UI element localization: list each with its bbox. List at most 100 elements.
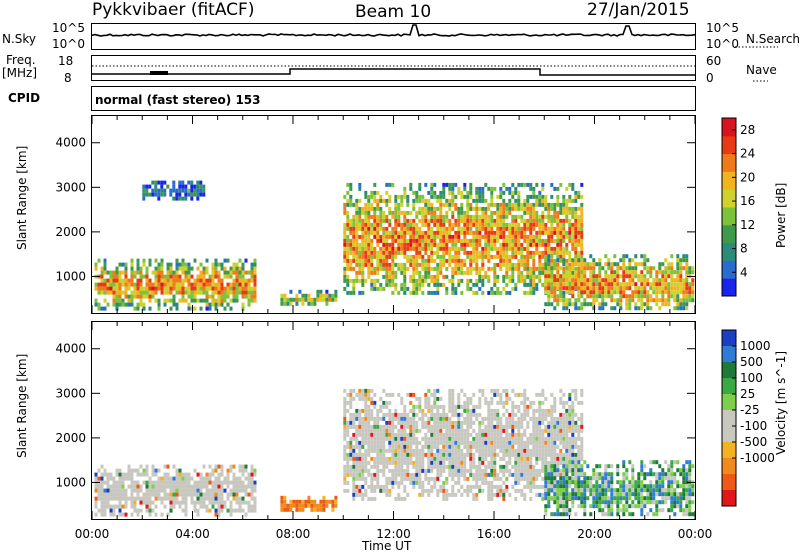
velocity-cell bbox=[550, 440, 554, 445]
power-cell bbox=[499, 218, 503, 223]
velocity-cell bbox=[94, 484, 98, 489]
power-cell bbox=[115, 298, 119, 303]
power-cell bbox=[493, 222, 497, 227]
power-cell bbox=[364, 262, 368, 267]
power-cell bbox=[193, 306, 197, 311]
velocity-cell bbox=[358, 396, 362, 401]
velocity-cell bbox=[469, 464, 473, 469]
power-cell bbox=[379, 238, 383, 243]
velocity-cell bbox=[514, 404, 518, 409]
power-cell bbox=[379, 214, 383, 219]
velocity-cell bbox=[349, 412, 353, 417]
power-cell bbox=[424, 218, 428, 223]
velocity-cell bbox=[547, 472, 551, 477]
power-cell bbox=[469, 186, 473, 191]
velocity-cell bbox=[394, 424, 398, 429]
velocity-cell bbox=[244, 512, 248, 517]
power-cell bbox=[448, 202, 452, 207]
velocity-cell bbox=[490, 464, 494, 469]
velocity-cell bbox=[538, 456, 542, 461]
power-cell bbox=[625, 298, 629, 303]
velocity-cell bbox=[478, 456, 482, 461]
velocity-cell bbox=[322, 503, 326, 508]
power-cell bbox=[313, 301, 317, 306]
power-cell bbox=[502, 286, 506, 291]
power-cell bbox=[142, 302, 146, 307]
velocity-cell bbox=[370, 456, 374, 461]
velocity-cell bbox=[238, 488, 242, 493]
power-cell bbox=[580, 266, 584, 271]
power-cell bbox=[193, 286, 197, 291]
power-cell bbox=[577, 298, 581, 303]
velocity-cell bbox=[208, 500, 212, 505]
power-cell bbox=[382, 238, 386, 243]
power-cell bbox=[157, 306, 161, 311]
power-cell bbox=[349, 250, 353, 255]
power-cell bbox=[490, 230, 494, 235]
power-cell bbox=[475, 226, 479, 231]
velocity-cell bbox=[577, 476, 581, 481]
power-cell bbox=[370, 258, 374, 263]
velocity-cell bbox=[397, 428, 401, 433]
velocity-cell bbox=[196, 508, 200, 513]
power-cell bbox=[457, 218, 461, 223]
power-cell bbox=[559, 266, 563, 271]
velocity-cell bbox=[376, 424, 380, 429]
power-cell bbox=[112, 274, 116, 279]
velocity-cell bbox=[577, 424, 581, 429]
velocity-cell bbox=[547, 500, 551, 505]
power-cell bbox=[685, 294, 689, 299]
velocity-cell bbox=[193, 480, 197, 485]
power-cell bbox=[190, 290, 194, 295]
velocity-cell bbox=[157, 488, 161, 493]
velocity-cell bbox=[397, 392, 401, 397]
velocity-cell bbox=[439, 464, 443, 469]
velocity-cell bbox=[550, 452, 554, 457]
power-cell bbox=[562, 238, 566, 243]
power-cell bbox=[178, 298, 182, 303]
power-cell bbox=[115, 306, 119, 311]
velocity-cell bbox=[412, 460, 416, 465]
velocity-cell bbox=[541, 416, 545, 421]
velocity-cell bbox=[388, 416, 392, 421]
velocity-cell bbox=[484, 452, 488, 457]
velocity-cell bbox=[166, 464, 170, 469]
velocity-cell bbox=[535, 448, 539, 453]
power-cell bbox=[157, 298, 161, 303]
power-cell bbox=[646, 294, 650, 299]
power-cell bbox=[475, 198, 479, 203]
velocity-cell bbox=[94, 496, 98, 501]
velocity-cell bbox=[184, 500, 188, 505]
power-cell bbox=[445, 286, 449, 291]
velocity-cell bbox=[490, 388, 494, 393]
velocity-cell bbox=[310, 503, 314, 508]
velocity-cell bbox=[457, 396, 461, 401]
velocity-cell bbox=[505, 420, 509, 425]
power-cell bbox=[547, 234, 551, 239]
velocity-cell bbox=[448, 396, 452, 401]
velocity-cell bbox=[142, 472, 146, 477]
velocity-cell bbox=[502, 448, 506, 453]
velocity-cell bbox=[388, 420, 392, 425]
power-cell bbox=[559, 222, 563, 227]
power-cell bbox=[550, 202, 554, 207]
velocity-cell bbox=[565, 508, 569, 513]
velocity-cell bbox=[442, 424, 446, 429]
power-cell bbox=[610, 270, 614, 275]
velocity-cell bbox=[208, 472, 212, 477]
velocity-cell bbox=[217, 472, 221, 477]
power-cell bbox=[502, 226, 506, 231]
velocity-cell bbox=[535, 432, 539, 437]
velocity-cell bbox=[544, 436, 548, 441]
velocity-cell bbox=[559, 436, 563, 441]
power-cell bbox=[481, 218, 485, 223]
power-cell bbox=[316, 293, 320, 298]
power-cell bbox=[532, 270, 536, 275]
power-cell bbox=[526, 290, 530, 295]
velocity-cell bbox=[118, 488, 122, 493]
velocity-cell bbox=[517, 420, 521, 425]
velocity-cell bbox=[376, 408, 380, 413]
power-cell bbox=[379, 286, 383, 291]
power-cell bbox=[415, 250, 419, 255]
velocity-cell bbox=[115, 496, 119, 501]
